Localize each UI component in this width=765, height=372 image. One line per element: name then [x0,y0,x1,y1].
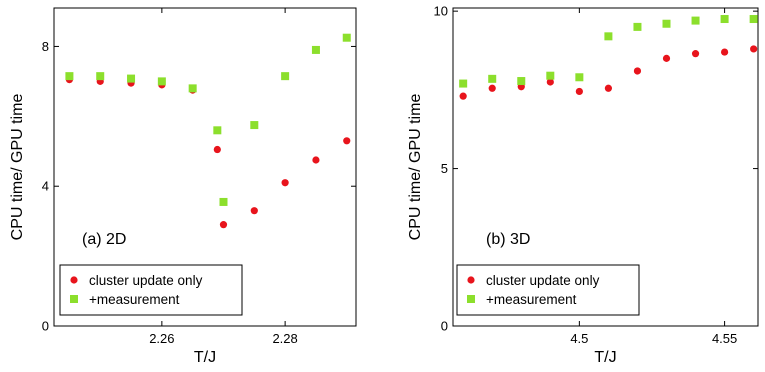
data-point [633,22,642,31]
y-axis-label: CPU time/ GPU time [407,94,424,241]
data-point [342,33,351,42]
panel-label: (a) 2D [82,231,126,248]
y-tick-label: 5 [441,161,448,176]
x-tick-label: 4.5 [570,331,588,346]
x-tick-label: 4.55 [712,331,737,346]
legend-marker [467,276,475,284]
data-point [311,45,320,54]
legend-entry-label: +measurement [486,292,577,307]
data-point [219,221,228,229]
data-point [691,16,700,25]
data-point [127,74,136,83]
legend: cluster update only +measurement [59,264,243,316]
data-point [312,156,320,164]
data-point [488,74,497,83]
y-axis-label: CPU time/ GPU time [9,94,26,241]
data-point [250,121,259,130]
y-tick-label: 0 [441,319,448,334]
y-tick-label: 4 [42,179,49,194]
data-point [65,72,74,81]
data-point [546,71,555,80]
series-measurement [459,15,758,88]
y-tick-label: 0 [42,319,49,334]
data-point [633,67,642,75]
data-point [546,78,554,86]
data-point [750,45,758,53]
data-point [575,73,584,82]
data-point [720,48,729,56]
legend-entry-label: cluster update only [486,273,600,288]
data-point [691,50,700,58]
data-point [343,137,351,145]
legend-marker [467,295,475,303]
legend-marker [70,295,78,303]
x-axis-label: T/J [594,349,616,366]
series-cluster-update-only [65,76,351,229]
legend-box [456,264,640,316]
x-axis-label: T/J [194,349,216,366]
data-point [188,84,197,93]
legend-entry-label: cluster update only [89,273,203,288]
data-point [662,19,671,28]
x-tick-label: 2.26 [149,331,174,346]
data-point [604,32,613,41]
panel-b: 0 5 10 4.5 4.55 T/J CPU time/ GPU time (b) 3D cl… [407,4,759,366]
data-point [219,197,228,206]
x-tick-label: 2.28 [272,331,297,346]
data-point [157,77,166,86]
data-point [459,79,468,88]
data-point [96,72,105,81]
panel-label: (b) 3D [486,231,530,248]
data-point [749,15,758,24]
plot-frame [452,7,759,327]
series-measurement [65,33,351,206]
legend-entry-label: +measurement [89,292,180,307]
data-point [720,15,729,24]
series-cluster-update-only [459,45,758,100]
data-point [604,84,613,92]
legend: cluster update only +measurement [456,264,640,316]
data-point [250,207,258,215]
plot-frame [53,7,357,327]
panel-a: 0 4 8 2.26 2.28 T/J CPU time/ GPU time (a) 2D cl… [9,7,357,366]
data-point [281,179,289,187]
legend-marker [70,276,78,284]
legend-box [59,264,243,316]
data-point [575,87,583,96]
y-tick-label: 10 [434,4,448,19]
data-point [213,126,222,135]
data-point [517,77,526,86]
data-point [459,92,467,100]
y-tick-label: 8 [42,39,49,54]
data-point [281,72,290,81]
data-point [488,84,496,92]
data-point [213,145,221,154]
data-point [662,54,671,62]
